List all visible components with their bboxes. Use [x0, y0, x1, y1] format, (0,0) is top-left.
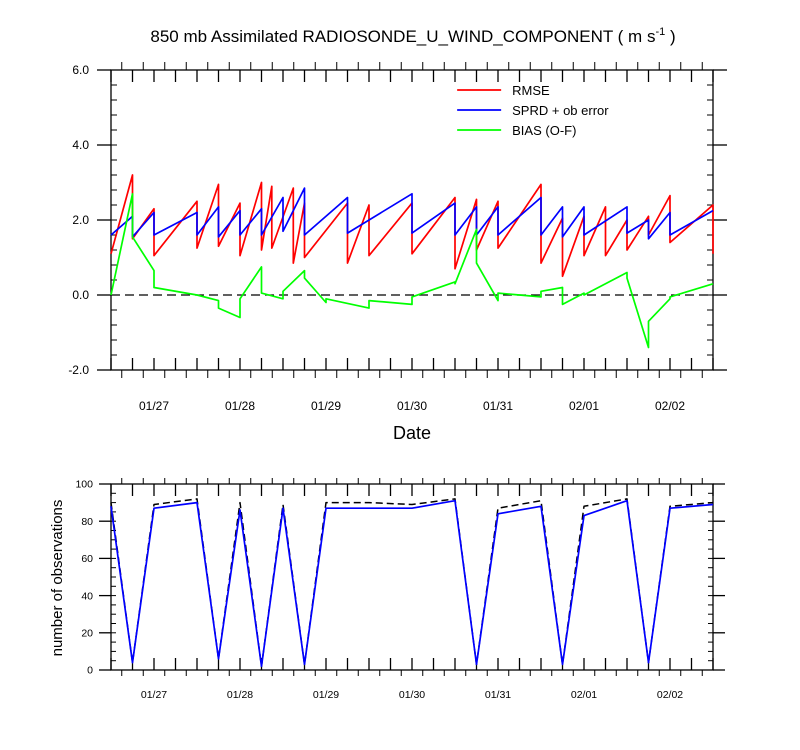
- x-tick-label: 01/30: [397, 399, 427, 413]
- x-tick-label: 02/01: [571, 689, 597, 701]
- x-tick-label: 01/27: [141, 689, 167, 701]
- x-tick-label: 01/28: [227, 689, 253, 701]
- legend-label: RMSE: [512, 83, 550, 98]
- x-tick-label: 01/31: [483, 399, 513, 413]
- series-line-possible: [110, 498, 714, 668]
- x-tick-label: 01/30: [399, 689, 425, 701]
- chart-title: 850 mb Assimilated RADIOSONDE_U_WIND_COM…: [150, 26, 675, 46]
- x-tick-label: 01/28: [225, 399, 255, 413]
- y-tick-label: -2.0: [68, 363, 89, 377]
- x-tick-label: 01/27: [139, 399, 169, 413]
- bottom-panel: 01/27 01/28 01/29 01/30 01/31 02/01 02/02 0 20 40…: [75, 478, 725, 701]
- x-tick-label: 02/02: [657, 689, 683, 701]
- chart-title-superscript: -1: [655, 26, 665, 38]
- bottom-y-axis-label: number of observations: [49, 500, 66, 657]
- series-line-assimilated: [110, 499, 714, 668]
- chart-title-main: 850 mb Assimilated RADIOSONDE_U_WIND_COM…: [150, 27, 655, 46]
- chart-title-tail: ): [665, 27, 675, 46]
- x-tick-label: 02/01: [569, 399, 599, 413]
- y-tick-label: 40: [81, 590, 93, 602]
- top-panel: 01/27 01/28 01/29 01/30 01/31 02/01 02/02 -2.0 0…: [68, 62, 727, 413]
- y-tick-label: 2.0: [72, 213, 89, 227]
- x-tick-label: 01/29: [313, 689, 339, 701]
- y-tick-label: 0: [87, 665, 93, 677]
- x-tick-label: 01/31: [485, 689, 511, 701]
- legend-label: SPRD + ob error: [512, 103, 609, 118]
- x-tick-label: 01/29: [311, 399, 341, 413]
- series-line-sprd-ob-error: [110, 187, 714, 240]
- y-tick-label: 20: [81, 627, 93, 639]
- y-tick-label: 60: [81, 553, 93, 565]
- x-tick-label: 02/02: [655, 399, 685, 413]
- y-tick-label: 100: [75, 479, 93, 491]
- y-tick-label: 80: [81, 516, 93, 528]
- series-line-bias-o-f: [110, 192, 714, 349]
- plot-frame: [110, 483, 714, 671]
- y-tick-label: 6.0: [72, 63, 89, 77]
- y-tick-label: 0.0: [72, 288, 89, 302]
- legend-label: BIAS (O-F): [512, 123, 576, 138]
- top-x-axis-label: Date: [393, 423, 431, 443]
- y-tick-label: 4.0: [72, 138, 89, 152]
